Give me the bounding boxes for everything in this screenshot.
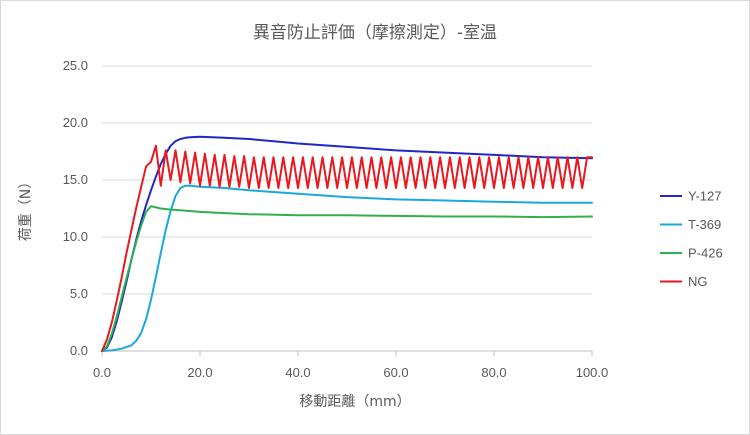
y-tick-label: 5.0 bbox=[70, 286, 88, 301]
legend-label: Y-127 bbox=[688, 189, 722, 204]
x-tick-label: 20.0 bbox=[187, 365, 212, 380]
series-line-p-426 bbox=[101, 205, 593, 352]
legend-label: NG bbox=[688, 274, 708, 289]
series-line-ng bbox=[101, 144, 593, 352]
x-axis-title: 移動距離（mm） bbox=[299, 393, 410, 410]
legend: Y-127 T-369 P-426 NG bbox=[660, 189, 723, 289]
x-tick-label: 40.0 bbox=[285, 365, 310, 380]
gridlines bbox=[102, 65, 592, 352]
y-tick-label: 15.0 bbox=[63, 172, 88, 187]
legend-label: T-369 bbox=[688, 217, 721, 232]
x-tick-label: 60.0 bbox=[383, 365, 408, 380]
chart-title: 異音防止評価（摩擦測定）-室温 bbox=[253, 23, 497, 43]
series-lines bbox=[101, 135, 593, 352]
y-tick-label: 25.0 bbox=[63, 58, 88, 73]
x-tick-label: 0.0 bbox=[93, 365, 111, 380]
series-line-y-127 bbox=[101, 135, 593, 352]
y-tick-label: 10.0 bbox=[63, 229, 88, 244]
series-line-t-369 bbox=[101, 184, 593, 352]
legend-label: P-426 bbox=[688, 246, 723, 261]
y-axis-title: 荷重（N） bbox=[18, 175, 34, 241]
x-tick-label: 100.0 bbox=[576, 365, 609, 380]
y-tick-label: 0.0 bbox=[70, 343, 88, 358]
y-tick-label: 20.0 bbox=[63, 115, 88, 130]
axes: 0.0 5.0 10.0 15.0 20.0 25.0 0.0 20.0 40.0 60.0 80.… bbox=[63, 58, 609, 380]
x-tick-label: 80.0 bbox=[481, 365, 506, 380]
